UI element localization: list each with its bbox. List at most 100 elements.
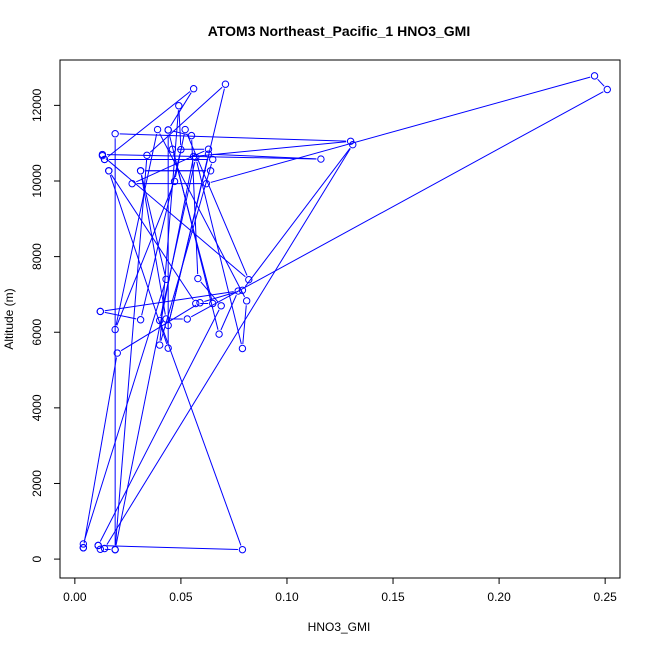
x-tick-label: 0.20 — [487, 590, 511, 604]
data-point — [153, 125, 162, 134]
data-point — [100, 155, 109, 164]
data-point — [204, 150, 213, 158]
data-point — [105, 167, 113, 175]
series-segment — [204, 291, 239, 302]
series-segment — [597, 78, 605, 87]
data-point — [242, 297, 251, 305]
data-point — [217, 302, 225, 310]
data-point — [79, 540, 88, 548]
series-segment — [99, 309, 220, 542]
data-point — [111, 545, 119, 554]
data-point — [209, 299, 217, 308]
series-segment — [160, 324, 242, 546]
series-segment — [168, 158, 208, 322]
series-segment — [191, 140, 199, 275]
data-point — [603, 85, 611, 94]
y-tick-label: 12000 — [30, 88, 44, 122]
data-point — [136, 316, 145, 324]
data-point — [221, 80, 230, 88]
data-point — [346, 137, 355, 145]
y-tick-label: 6000 — [30, 319, 44, 346]
data-point — [168, 145, 177, 153]
series-segment — [115, 133, 158, 326]
data-point — [238, 344, 247, 353]
x-tick-label: 0.00 — [63, 590, 87, 604]
data-point — [183, 315, 191, 323]
data-point — [94, 541, 102, 550]
series-segment — [115, 159, 148, 546]
series-segment — [170, 92, 192, 127]
data-point — [136, 167, 145, 175]
data-point — [204, 145, 213, 153]
data-point — [155, 341, 164, 349]
y-axis-label: Altitude (m) — [2, 288, 16, 349]
data-point — [175, 102, 183, 110]
series-segment — [104, 291, 234, 312]
series-segment — [220, 294, 237, 331]
data-point — [317, 155, 325, 163]
data-point — [79, 544, 88, 552]
series-segment — [210, 76, 591, 183]
x-tick-label: 0.25 — [593, 590, 617, 604]
y-tick-label: 2000 — [30, 470, 44, 497]
chart-title: ATOM3 Northeast_Pacific_1 HNO3_GMI — [208, 23, 470, 39]
series-segment — [116, 185, 174, 326]
data-point — [234, 287, 242, 295]
data-point — [187, 131, 196, 140]
data-point — [238, 545, 247, 554]
data-point — [590, 72, 599, 80]
data-point — [162, 315, 170, 323]
series-segment — [160, 161, 196, 317]
data-point — [96, 307, 105, 316]
series-segment — [159, 133, 246, 298]
data-point — [206, 167, 215, 175]
y-tick-label: 10000 — [30, 164, 44, 198]
data-point — [170, 177, 179, 186]
series-segment — [104, 311, 137, 320]
data-point — [202, 179, 211, 188]
x-tick-label: 0.10 — [275, 590, 299, 604]
data-point — [189, 85, 198, 93]
series-segment — [84, 283, 166, 540]
series-segment — [160, 163, 212, 341]
series-segment — [141, 175, 166, 276]
x-tick-label: 0.05 — [169, 590, 193, 604]
data-point — [100, 544, 109, 553]
x-axis: 0.00 0.05 0.10 0.15 0.20 0.25 — [63, 577, 617, 604]
series-segment — [242, 305, 247, 345]
data-point — [177, 145, 185, 154]
data-point — [192, 153, 200, 162]
series-segment — [173, 153, 213, 300]
series-segment — [244, 147, 351, 287]
y-tick-label: 8000 — [30, 243, 44, 270]
series-segment — [178, 110, 182, 146]
data-point — [111, 325, 119, 334]
data-point — [96, 545, 105, 553]
data-point — [192, 299, 200, 308]
series-lines — [83, 76, 605, 551]
series-segment — [109, 174, 168, 345]
data-point — [164, 344, 172, 352]
series-segment — [107, 91, 191, 158]
y-tick-label: 4000 — [30, 394, 44, 421]
data-point — [196, 299, 204, 307]
data-point — [215, 330, 223, 338]
data-point — [194, 274, 202, 283]
series-segment — [140, 175, 166, 315]
data-point — [98, 151, 107, 160]
data-point — [245, 275, 253, 284]
series-segment — [115, 160, 194, 546]
series-segment — [198, 141, 347, 157]
data-point — [164, 126, 172, 134]
data-point — [238, 286, 247, 294]
y-tick-label: 0 — [30, 555, 44, 562]
series-segment — [149, 86, 223, 153]
data-point — [111, 130, 119, 138]
data-point — [143, 151, 151, 159]
series-segment — [196, 161, 242, 345]
series-points — [79, 72, 611, 554]
x-tick-label: 0.15 — [381, 590, 405, 604]
data-point — [209, 155, 217, 164]
series-segment — [120, 304, 197, 352]
series-segment — [190, 91, 604, 318]
